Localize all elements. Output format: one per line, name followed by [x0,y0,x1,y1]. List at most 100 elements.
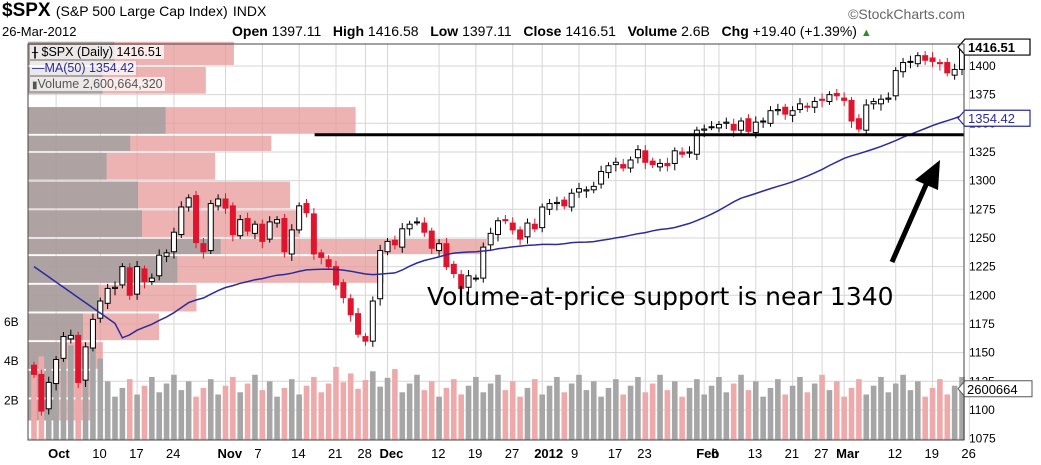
volume-bar [141,385,148,440]
volume-bar [163,383,170,440]
x-tick-label: 27 [505,446,519,461]
candle-body [951,68,958,76]
volume-bar [414,374,420,440]
candle-body [104,287,111,304]
candle-body [517,229,524,240]
candle-body [760,120,767,123]
x-tick-label: Oct [48,446,70,461]
y-tick-label: 1250 [969,231,996,245]
candle-body [67,334,74,340]
volume-bar [723,392,730,440]
legend-ma-label: MA(50) 1354.42 [44,61,135,75]
volume-bar [451,379,457,440]
candle-body [428,230,435,249]
candle-body [185,197,192,208]
candle-body [701,128,708,131]
volume-bar [178,390,185,440]
volume-bar [126,379,133,440]
volume-tick-label: 2B [4,394,19,408]
volume-bar [112,396,118,440]
volume-bar [252,374,258,440]
x-tick-label: 12 [431,446,445,461]
volume-bar [207,379,214,440]
volume-bar [605,387,612,440]
candle-body [141,268,148,283]
volume-bar [907,390,914,440]
candle-body [288,229,295,255]
volume-bar [487,383,494,440]
candle-body [340,282,347,299]
candle-body [45,381,52,410]
exchange: INDX [232,3,267,19]
price-tag-label: 1416.51 [968,40,1015,55]
close-label: Close [523,23,562,39]
candlesticks [31,43,965,416]
x-tick-label: Feb [696,446,719,461]
y-tick-label: 1325 [969,145,996,159]
candle-body [38,373,45,412]
volume-bar [97,358,104,440]
volume-bar [90,343,96,440]
volume-bar [436,396,442,440]
x-tick-label: 23 [637,446,651,461]
candle-body [686,151,693,154]
high-label: High [332,23,365,39]
candle-body [774,109,781,112]
volume-bar [959,376,965,440]
volume-bar [635,376,641,440]
candle-body [605,165,612,174]
volume-bar [613,379,619,440]
chart-date: 26-Mar-2012 [2,24,77,39]
x-tick-label: 2012 [534,446,563,461]
chg-value: +19.40 (+1.39%) [752,23,857,39]
candle-body [524,222,531,238]
volume-bar [495,374,501,440]
volume-bar [752,381,759,440]
candle-body [421,222,428,233]
candle-body [892,70,899,97]
candle-body [215,198,222,207]
candle-body [406,223,413,230]
x-tick-label: 26 [961,446,975,461]
volume-bar [465,385,472,440]
volume-bar [944,394,951,440]
candle-body [391,239,398,246]
candle-body [561,199,568,207]
volume-bar [274,396,280,440]
legend-price-label: $SPX (Daily) 1416.51 [41,45,162,59]
volume-bar [657,374,663,440]
volume-bar [355,388,361,440]
candle-body [649,160,656,166]
candle-body [53,358,60,385]
candle-body [509,222,516,231]
candle-body [693,129,700,155]
vap-bar-segment [28,152,107,180]
candle-body [671,150,678,164]
x-tick-label: 28 [357,446,371,461]
symbol: $SPX [2,0,51,21]
y-tick-label: 1100 [969,403,995,417]
legend-volume: ▮Volume 2,600,664,320 [30,77,165,91]
candle-body [244,217,251,232]
volume-bar [892,383,899,440]
volume-bar [185,381,192,440]
chg-label: Chg [721,23,749,39]
plot-frame [27,43,965,441]
arrow-icon [889,160,940,264]
candle-body [303,203,310,214]
volume-bar [104,381,111,440]
x-tick-label: 13 [748,446,762,461]
volume-bar [951,385,958,440]
volume-bar [480,392,487,440]
candle-body [495,220,501,236]
volume-bar [620,394,627,440]
y-tick-label: 1400 [969,59,996,73]
candle-body [914,55,921,65]
x-tick-label: 19 [925,446,939,461]
candle-body [826,94,833,103]
volume-bar [767,387,774,440]
candle-body [450,263,457,274]
volume-bar [60,354,67,440]
candle-body [900,62,907,73]
volume-bar [922,396,928,440]
